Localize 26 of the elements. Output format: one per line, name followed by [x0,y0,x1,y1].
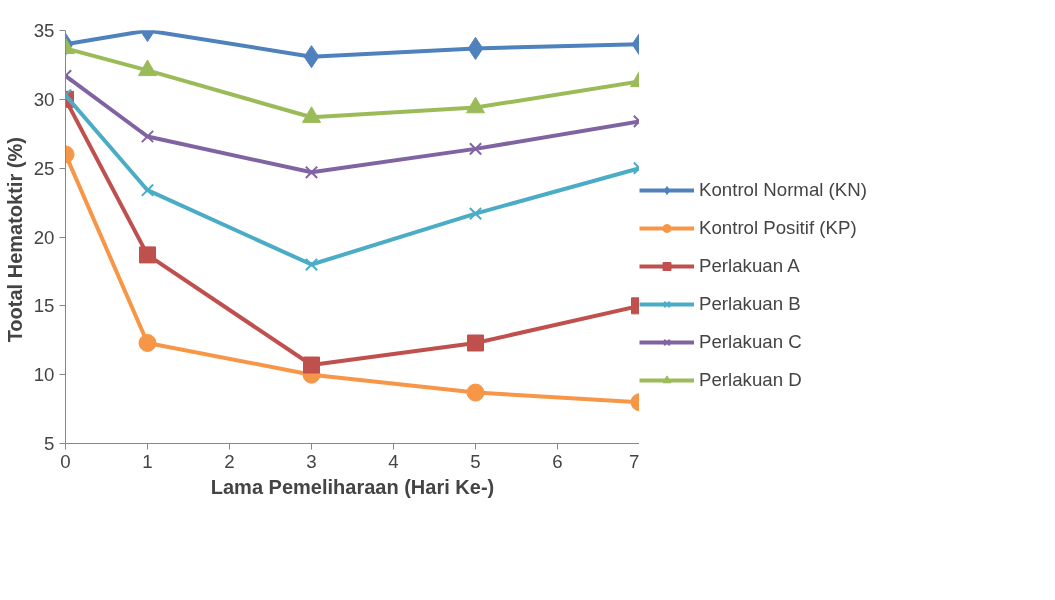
legend-label: Perlakuan A [699,255,800,277]
y-tick-label: 5 [44,433,55,454]
x-tick-label: 3 [306,450,317,472]
y-axis-title: Tootal Hematoktir (%) [3,137,26,343]
x-tick-label: 1 [142,450,153,472]
y-tick-label: 25 [33,157,55,179]
point [304,165,319,179]
y-tick-label: 35 [33,20,55,41]
x-axis-title: Lama Pemeliharaan (Hari Ke-) [210,475,495,498]
x-tick-label: 6 [552,450,563,472]
x-tick-label: 2 [224,450,235,472]
y-tick-label: 10 [33,364,55,386]
point [304,257,319,272]
x-tick-label: 4 [388,450,399,472]
x-tick-label: 0 [60,450,71,472]
y-tick-label: 15 [33,295,55,317]
y-tick-label: 30 [33,88,55,110]
y-tick-label: 20 [33,226,55,248]
legend-label: Perlakuan B [699,293,801,315]
legend-label: Kontrol Positif (KP) [699,217,857,239]
legend-label: Perlakuan C [699,331,802,353]
x-tick-label: 5 [470,450,481,472]
x-tick-label: 7 [629,450,640,472]
legend-label: Perlakuan D [699,369,802,391]
legend-label: Kontrol Normal (KN) [699,179,867,201]
point [303,356,320,374]
